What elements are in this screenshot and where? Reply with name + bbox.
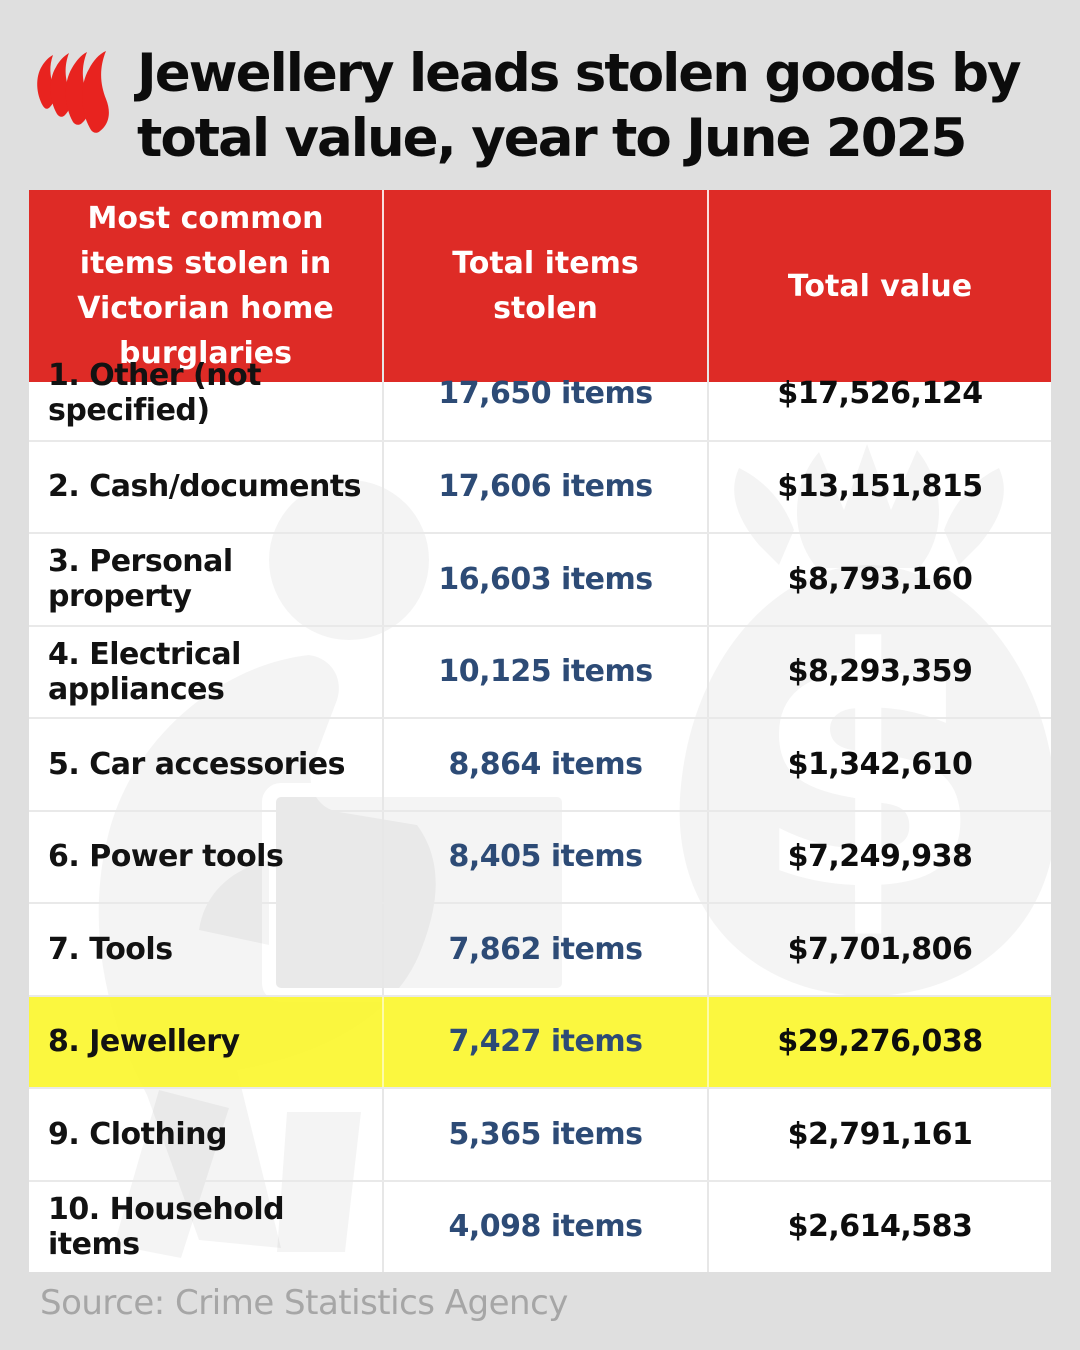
cell-total-value: $8,293,359 <box>787 654 973 690</box>
table-row: 3. Personal property 16,603 items $8,793,1… <box>29 532 1051 625</box>
cell-item-name: 8. Jewellery <box>29 996 384 1087</box>
table-row-highlighted: 8. Jewellery 7,427 items $29,276,038 <box>29 994 1051 1087</box>
header-value-column: Total value <box>709 190 1051 382</box>
page-title-line1: Jewellery leads stolen goods by <box>137 43 1022 104</box>
cell-items-stolen: 4,098 items <box>384 1181 709 1272</box>
source-attribution: Source: Crime Statistics Agency <box>40 1283 568 1323</box>
cell-total-value: $2,614,583 <box>787 1209 973 1245</box>
cell-items-stolen: 7,427 items <box>384 996 709 1087</box>
table-row: 7. Tools 7,862 items $7,701,806 <box>29 902 1051 995</box>
sbs-logo-icon <box>35 44 115 136</box>
cell-items-stolen: 17,606 items <box>384 441 709 532</box>
cell-total-value: $8,793,160 <box>787 561 973 597</box>
cell-total-value: $29,276,038 <box>777 1024 983 1060</box>
cell-total-value: $13,151,815 <box>777 469 983 505</box>
cell-item-name: 10. Household items <box>29 1181 384 1272</box>
stolen-goods-table: $ Most common items stolen in Victorian … <box>29 190 1051 1272</box>
header-items-column: Most common items stolen in Victorian ho… <box>29 190 384 382</box>
table-body: 1. Other (not specified) 17,650 items $17,… <box>29 347 1051 1272</box>
cell-items-stolen: 10,125 items <box>384 626 709 717</box>
table-row: 6. Power tools 8,405 items $7,249,938 <box>29 809 1051 902</box>
cell-item-name: 2. Cash/documents <box>29 441 384 532</box>
cell-total-value: $1,342,610 <box>787 746 973 782</box>
masthead: Jewellery leads stolen goods by total va… <box>35 42 1052 171</box>
cell-items-stolen: 16,603 items <box>384 534 709 625</box>
table-row: 2. Cash/documents 17,606 items $13,151,815 <box>29 439 1051 532</box>
cell-total-value: $17,526,124 <box>777 375 983 411</box>
cell-item-name: 4. Electrical appliances <box>29 626 384 717</box>
cell-item-name: 5. Car accessories <box>29 719 384 810</box>
cell-item-name: 3. Personal property <box>29 534 384 625</box>
table-row: 1. Other (not specified) 17,650 items $17,… <box>29 347 1051 440</box>
cell-items-stolen: 17,650 items <box>384 347 709 440</box>
cell-item-name: 1. Other (not specified) <box>29 347 384 440</box>
cell-item-name: 7. Tools <box>29 904 384 995</box>
page-title: Jewellery leads stolen goods by total va… <box>137 42 1022 171</box>
table-row: 4. Electrical appliances 10,125 items $8,2… <box>29 624 1051 717</box>
cell-total-value: $7,249,938 <box>787 839 973 875</box>
cell-total-value: $2,791,161 <box>787 1116 973 1152</box>
cell-item-name: 6. Power tools <box>29 811 384 902</box>
header-count-column: Total items stolen <box>384 190 709 382</box>
table-row: 9. Clothing 5,365 items $2,791,161 <box>29 1087 1051 1180</box>
cell-items-stolen: 5,365 items <box>384 1089 709 1180</box>
table-header-row: Most common items stolen in Victorian ho… <box>29 190 1051 382</box>
table-row: 10. Household items 4,098 items $2,614,583 <box>29 1179 1051 1272</box>
cell-items-stolen: 7,862 items <box>384 904 709 995</box>
page-title-line2: total value, year to June 2025 <box>137 107 967 169</box>
cell-items-stolen: 8,405 items <box>384 811 709 902</box>
cell-item-name: 9. Clothing <box>29 1089 384 1180</box>
cell-items-stolen: 8,864 items <box>384 719 709 810</box>
table-row: 5. Car accessories 8,864 items $1,342,610 <box>29 717 1051 810</box>
cell-total-value: $7,701,806 <box>787 931 973 967</box>
